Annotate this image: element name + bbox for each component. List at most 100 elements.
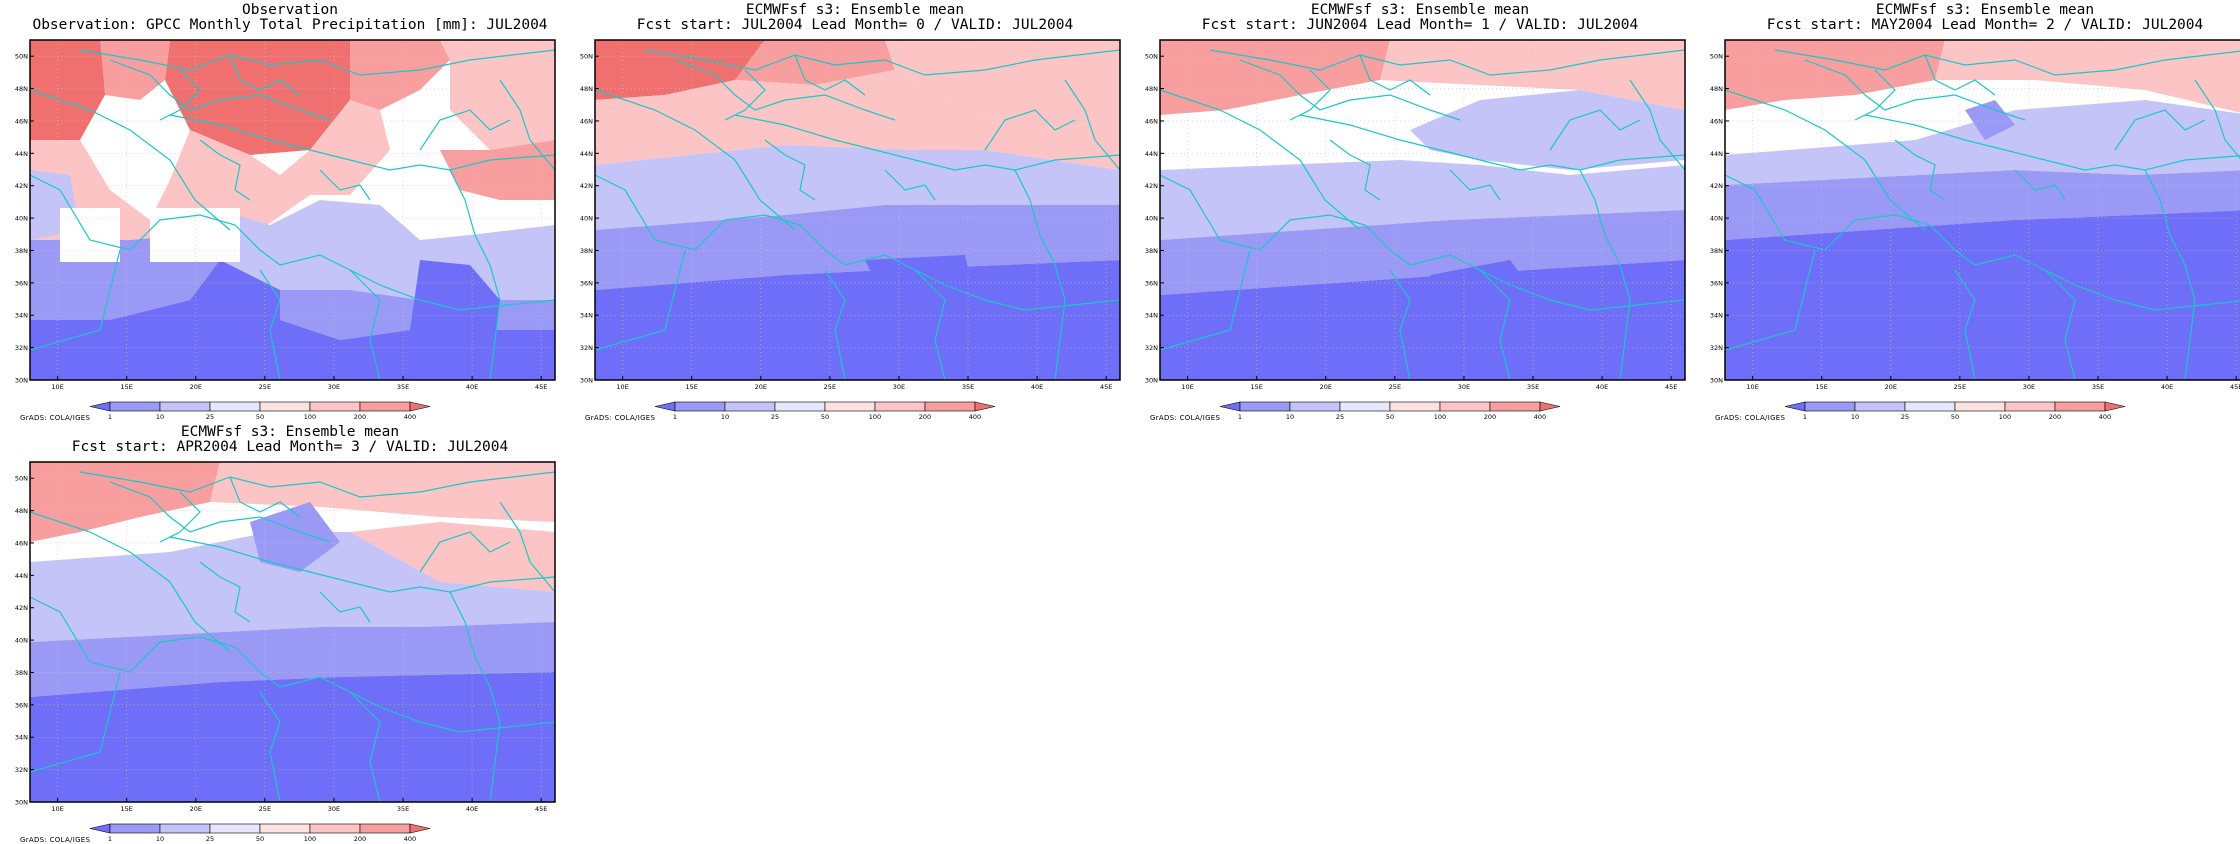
panel-subtitle: Fcst start: JUN2004 Lead Month= 1 / VALI… bbox=[1201, 17, 1639, 33]
coastline-12 bbox=[2114, 109, 2206, 151]
coastline-11 bbox=[1629, 79, 1685, 171]
lon-label: 15E bbox=[1251, 383, 1263, 391]
precip-band-7 bbox=[250, 502, 340, 572]
colorbar-segment bbox=[159, 401, 211, 412]
coastlines bbox=[1160, 49, 1685, 380]
coastline-12 bbox=[419, 109, 511, 151]
lon-label: 40E bbox=[2161, 383, 2173, 391]
precip-band-6 bbox=[30, 672, 555, 802]
coastline-2 bbox=[1864, 114, 2240, 171]
precip-band-2 bbox=[1935, 40, 2240, 113]
precip-band-3 bbox=[1410, 90, 1685, 170]
colorbar-label: 200 bbox=[354, 413, 366, 421]
colorbar-max-arrow bbox=[409, 401, 431, 412]
lat-label: 48N bbox=[580, 85, 593, 93]
precip-band-12 bbox=[410, 260, 500, 380]
precip-band-5 bbox=[1725, 210, 2240, 380]
precip-band-4 bbox=[1725, 170, 2240, 240]
precip-map: 30N 32N 34N 36N 38N 40N 42N 44N 46N 48N 50N 10E 15E 2… bbox=[15, 461, 556, 843]
coastline-7 bbox=[109, 59, 331, 121]
precip-band-3 bbox=[350, 40, 450, 110]
colorbar-segment bbox=[2054, 401, 2106, 412]
lat-label: 38N bbox=[15, 669, 28, 677]
colorbar-segment bbox=[259, 401, 311, 412]
precip-band-3 bbox=[350, 522, 555, 592]
coastline-0 bbox=[30, 174, 555, 311]
precip-band-2 bbox=[885, 40, 1120, 130]
colorbar-segment bbox=[2004, 401, 2056, 412]
precip-band-1 bbox=[1725, 40, 1945, 110]
coastline-8 bbox=[1725, 249, 1816, 351]
coastline-10 bbox=[914, 269, 946, 380]
precip-band-4 bbox=[440, 40, 555, 150]
colorbar-label: 10 bbox=[156, 835, 164, 843]
precip-band-7 bbox=[1430, 260, 1540, 330]
lat-label: 34N bbox=[15, 734, 28, 742]
coastline-7 bbox=[1239, 59, 1461, 121]
lon-label: 30E bbox=[2023, 383, 2035, 391]
colorbar-segment bbox=[309, 823, 361, 834]
coastline-9 bbox=[1389, 269, 1411, 380]
coastline-14 bbox=[229, 476, 301, 518]
coastline-1 bbox=[1725, 89, 1926, 231]
coastline-11 bbox=[2194, 79, 2240, 159]
panel-lead-1: ECMWFsf s3: Ensemble mean Fcst start: JU… bbox=[1145, 0, 1690, 422]
coastline-14 bbox=[1359, 54, 1431, 96]
colorbar-label: 25 bbox=[771, 413, 779, 421]
lat-label: 42N bbox=[15, 182, 28, 190]
lon-label: 30E bbox=[893, 383, 905, 391]
coastline-12 bbox=[419, 531, 511, 573]
colorbar-label: 1 bbox=[1803, 413, 1807, 421]
coastline-14 bbox=[1924, 54, 1996, 96]
colorbar-label: 1 bbox=[673, 413, 677, 421]
lat-label: 40N bbox=[1145, 215, 1158, 223]
colorbar-label: 200 bbox=[1484, 413, 1496, 421]
lon-label: 25E bbox=[1389, 383, 1401, 391]
colorbar-label: 50 bbox=[1951, 413, 1959, 421]
panel-subtitle: Fcst start: JUL2004 Lead Month= 0 / VALI… bbox=[636, 17, 1074, 33]
colorbar-segment bbox=[724, 401, 776, 412]
lon-label: 10E bbox=[616, 383, 628, 391]
coastline-2 bbox=[734, 114, 1120, 171]
panel-title: ECMWFsf s3: Ensemble mean bbox=[1875, 2, 2095, 18]
lat-label: 50N bbox=[1145, 53, 1158, 61]
lat-label: 50N bbox=[580, 53, 593, 61]
colorbar-segment bbox=[1854, 401, 1906, 412]
precip-band-6 bbox=[595, 260, 1120, 380]
lat-label: 44N bbox=[1145, 150, 1158, 158]
colorbar-min-arrow bbox=[654, 401, 676, 412]
colorbar-label: 100 bbox=[869, 413, 881, 421]
coastline-2 bbox=[1299, 114, 1685, 171]
panel-subtitle: Fcst start: MAY2004 Lead Month= 2 / VALI… bbox=[1766, 17, 2204, 33]
precip-band-2 bbox=[210, 462, 555, 522]
lon-label: 30E bbox=[1458, 383, 1470, 391]
map-frame bbox=[29, 461, 556, 803]
colorbar-label: 50 bbox=[821, 413, 829, 421]
coastline-9 bbox=[259, 691, 281, 802]
colorbar-segment bbox=[1239, 401, 1291, 412]
lon-label: 20E bbox=[190, 383, 202, 391]
colorbar-label: 25 bbox=[1901, 413, 1909, 421]
coastline-11 bbox=[499, 79, 555, 171]
precip-band-5 bbox=[30, 100, 390, 240]
lon-label: 25E bbox=[1954, 383, 1966, 391]
lat-label: 36N bbox=[15, 701, 28, 709]
coastline-2 bbox=[169, 114, 555, 171]
map-frame bbox=[1724, 39, 2240, 381]
colorbar-label: 50 bbox=[1386, 413, 1394, 421]
colorbar-label: 1 bbox=[108, 835, 112, 843]
lat-label: 46N bbox=[1145, 117, 1158, 125]
precip-map: 30N 32N 34N 36N 38N 40N 42N 44N 46N 48N 50N 10E 15E 2… bbox=[580, 39, 1121, 421]
colorbar-segment bbox=[359, 401, 411, 412]
lon-label: 10E bbox=[51, 383, 63, 391]
coastline-3 bbox=[1774, 49, 2240, 76]
coastline-11 bbox=[1064, 79, 1120, 171]
lon-label: 45E bbox=[1100, 383, 1112, 391]
lon-label: 10E bbox=[1181, 383, 1193, 391]
precip-band-3 bbox=[1725, 100, 2240, 185]
panel-title: ECMWFsf s3: Ensemble mean bbox=[1310, 2, 1530, 18]
colorbar-segment bbox=[109, 823, 161, 834]
grads-credit: GrADS: COLA/IGES bbox=[20, 836, 91, 844]
coastlines bbox=[30, 49, 555, 380]
precip-shading bbox=[595, 40, 1120, 380]
